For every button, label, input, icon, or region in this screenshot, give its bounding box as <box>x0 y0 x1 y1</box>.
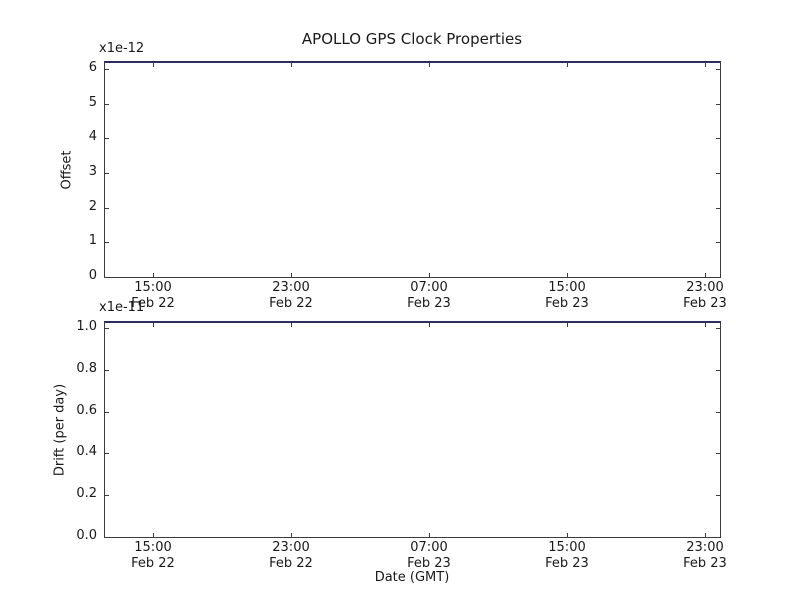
x-tick-time-label: 07:00 <box>410 540 448 555</box>
x-tick-date-label: Feb 23 <box>407 556 451 571</box>
x-tick-time-label: 23:00 <box>272 280 310 295</box>
y-major-tick <box>105 277 109 278</box>
x-major-tick <box>429 273 430 277</box>
x-major-tick <box>153 533 154 537</box>
x-tick-time-label: 23:00 <box>272 540 310 555</box>
x-tick-date-label: Feb 22 <box>269 296 313 311</box>
x-tick-time-label: 23:00 <box>686 280 724 295</box>
y-major-tick <box>105 173 109 174</box>
bottom-y-axis-label: Drift (per day) <box>52 383 68 477</box>
x-major-tick <box>567 273 568 277</box>
x-major-tick <box>153 63 154 67</box>
x-major-tick <box>291 273 292 277</box>
offset-plot-area <box>104 61 721 278</box>
x-tick-time-label: 15:00 <box>548 540 586 555</box>
x-major-tick <box>567 323 568 327</box>
y-major-tick <box>716 207 720 209</box>
y-tick-label: 0.2 <box>76 486 97 502</box>
y-tick-label: 4 <box>88 129 97 145</box>
y-major-tick <box>716 277 720 278</box>
y-major-tick <box>716 495 720 497</box>
x-major-tick <box>705 533 706 537</box>
y-tick-label: 5 <box>88 94 97 110</box>
y-major-tick <box>716 328 720 329</box>
y-tick-label: 6 <box>88 60 97 75</box>
y-major-tick <box>716 173 720 174</box>
y-major-tick <box>105 207 109 209</box>
y-major-tick <box>105 242 109 244</box>
chart-title: APOLLO GPS Clock Properties <box>301 30 523 48</box>
x-tick-date-label: Feb 23 <box>683 556 727 571</box>
x-major-tick <box>291 63 292 67</box>
bottom-y-offset-text: x1e-11 <box>99 300 145 315</box>
x-major-tick <box>567 533 568 537</box>
y-major-tick <box>105 103 109 105</box>
x-tick-date-label: Feb 23 <box>545 296 589 311</box>
y-major-tick <box>716 69 720 70</box>
y-major-tick <box>105 69 109 70</box>
top-y-offset-text: x1e-12 <box>99 41 145 56</box>
y-tick-label: 2 <box>88 198 97 214</box>
y-major-tick <box>716 242 720 244</box>
y-major-tick <box>716 369 720 371</box>
y-tick-label: 1.0 <box>76 319 97 334</box>
x-major-tick <box>705 63 706 67</box>
y-major-tick <box>716 138 720 140</box>
x-tick-date-label: Feb 22 <box>131 296 175 311</box>
x-major-tick <box>567 63 568 67</box>
x-major-tick <box>429 323 430 327</box>
y-tick-label: 0 <box>88 268 97 283</box>
x-tick-time-label: 07:00 <box>410 280 448 295</box>
x-tick-date-label: Feb 22 <box>269 556 313 571</box>
x-major-tick <box>429 63 430 67</box>
x-major-tick <box>153 323 154 327</box>
x-tick-time-label: 15:00 <box>134 540 172 555</box>
x-major-tick <box>291 323 292 327</box>
drift-plot-area <box>104 321 721 538</box>
y-major-tick <box>105 537 109 538</box>
x-axis-label: Date (GMT) <box>374 570 450 585</box>
x-tick-time-label: 23:00 <box>686 540 724 555</box>
x-tick-date-label: Feb 23 <box>407 296 451 311</box>
y-major-tick <box>105 495 109 497</box>
x-tick-date-label: Feb 23 <box>683 296 727 311</box>
x-tick-date-label: Feb 23 <box>545 556 589 571</box>
y-major-tick <box>105 369 109 371</box>
y-tick-label: 0.8 <box>76 360 97 376</box>
y-major-tick <box>105 328 109 329</box>
y-major-tick <box>105 411 109 413</box>
y-major-tick <box>716 411 720 413</box>
x-major-tick <box>153 273 154 277</box>
x-major-tick <box>705 273 706 277</box>
y-tick-label: 0.4 <box>76 444 97 460</box>
x-tick-time-label: 15:00 <box>548 280 586 295</box>
y-tick-label: 1 <box>88 233 97 249</box>
y-major-tick <box>105 453 109 455</box>
y-tick-label: 0.6 <box>76 402 97 418</box>
y-major-tick <box>716 453 720 455</box>
x-tick-time-label: 15:00 <box>134 280 172 295</box>
x-major-tick <box>291 533 292 537</box>
y-major-tick <box>105 138 109 140</box>
y-tick-label: 3 <box>88 164 97 179</box>
x-major-tick <box>705 323 706 327</box>
x-major-tick <box>429 533 430 537</box>
x-tick-date-label: Feb 22 <box>131 556 175 571</box>
y-major-tick <box>716 537 720 538</box>
y-major-tick <box>716 103 720 105</box>
y-tick-label: 0.0 <box>76 528 97 543</box>
